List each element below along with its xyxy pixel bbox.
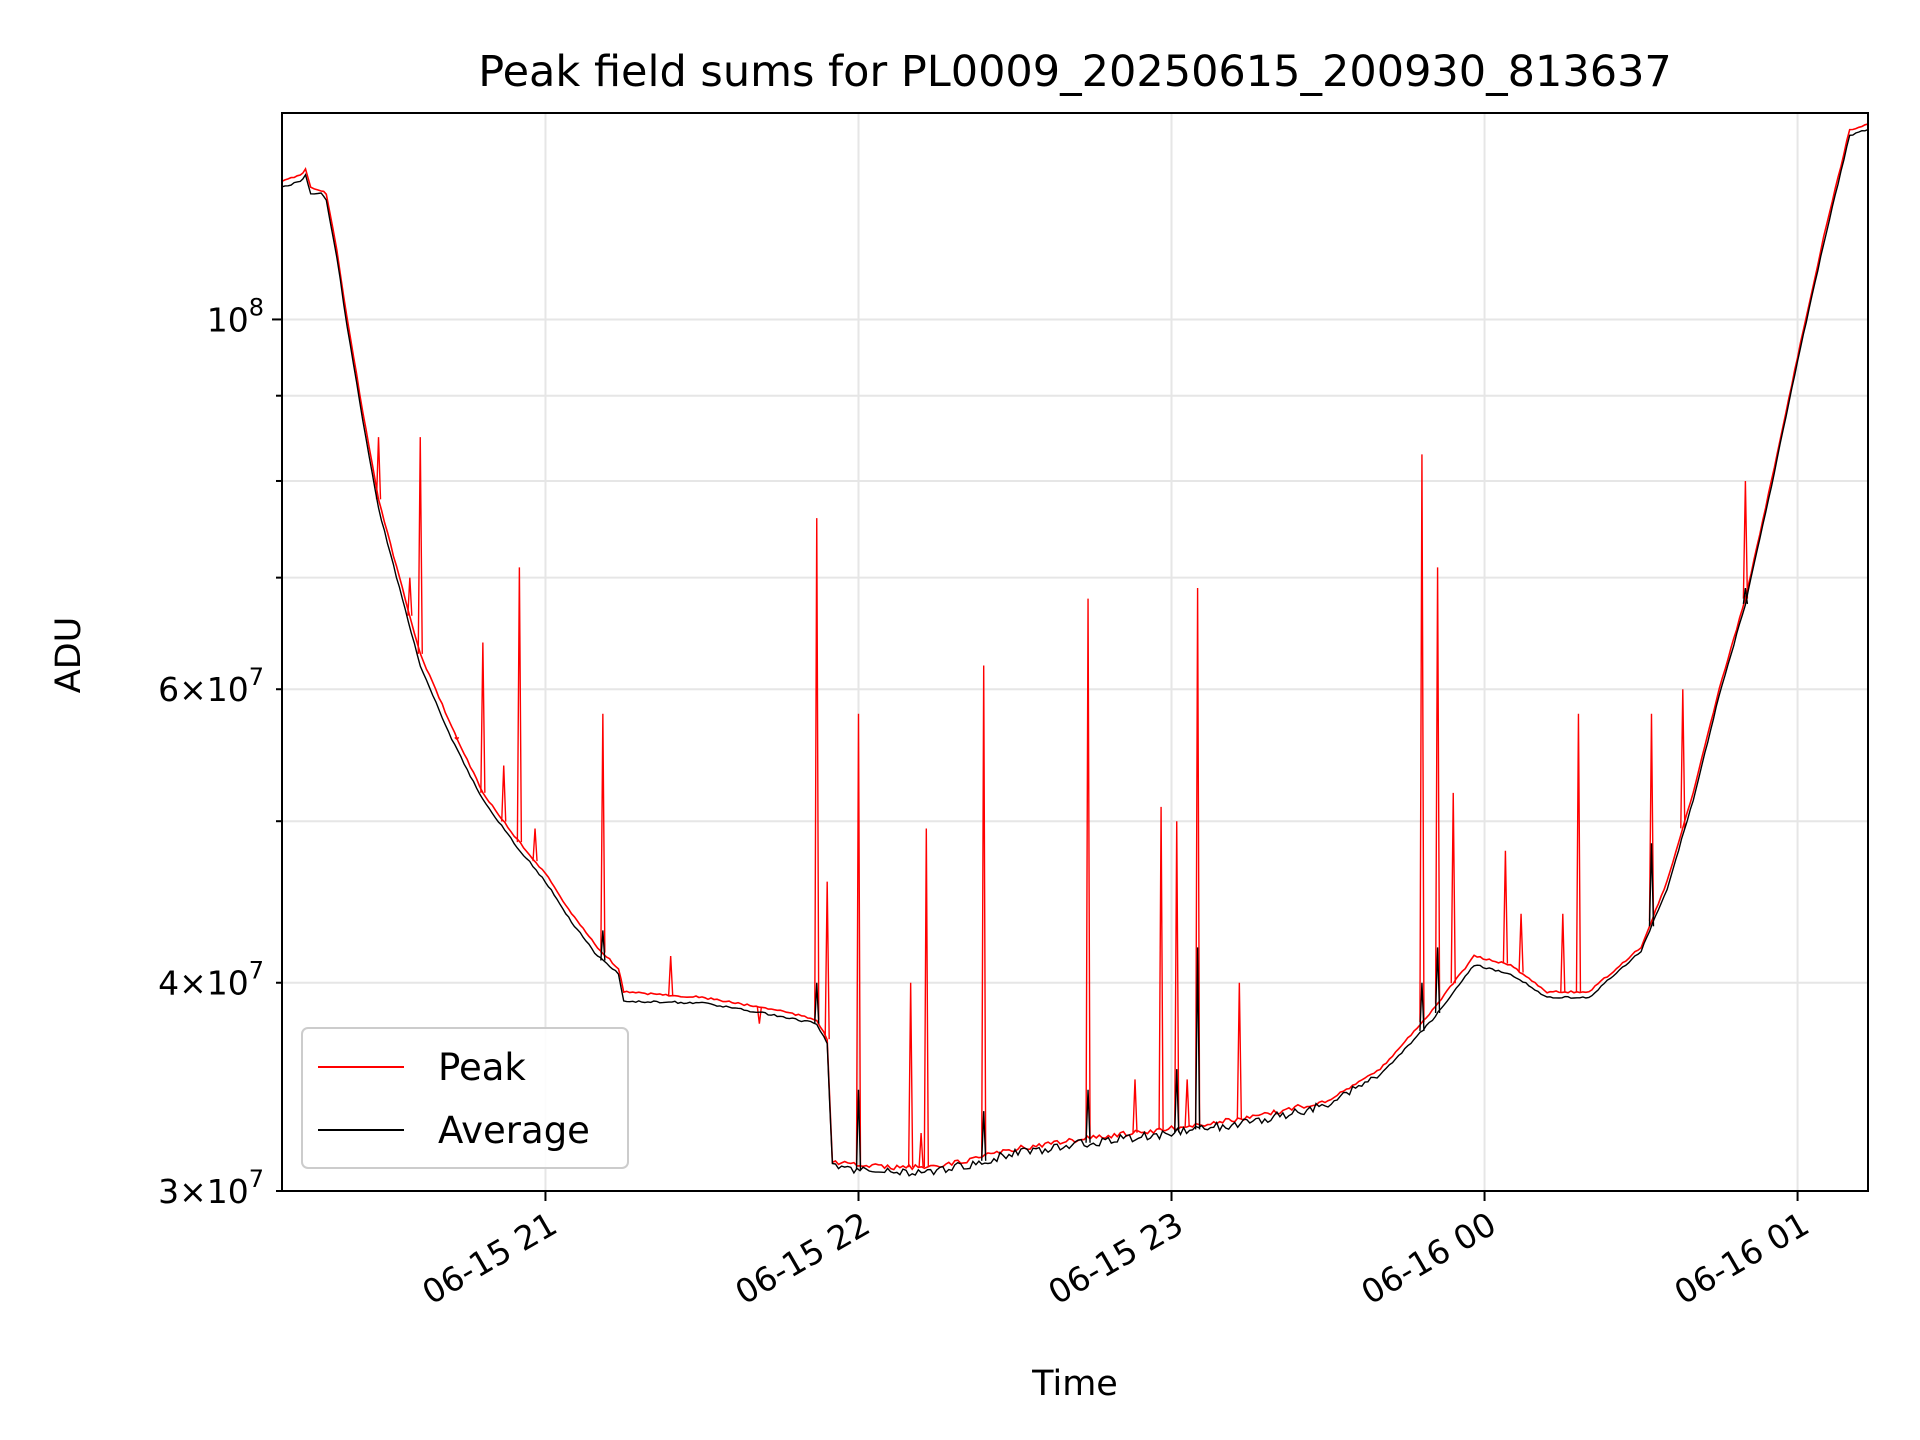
x-axis-label: Time <box>1031 1364 1118 1404</box>
spike-average <box>1194 947 1201 1130</box>
spike-average <box>1419 982 1425 1031</box>
spike-peak <box>417 437 423 654</box>
y-tick-label: 4×107 <box>158 957 264 1003</box>
spike-average <box>1648 843 1655 927</box>
spike-peak <box>1502 850 1509 964</box>
spike-peak <box>918 1133 924 1168</box>
spike-average <box>1434 947 1441 1014</box>
legend-label: Peak <box>438 1046 526 1089</box>
y-axis-label: ADU <box>49 617 89 694</box>
y-axis: 108 3×107 4×107 6×107 <box>158 293 282 1211</box>
series-line-average <box>282 128 1868 1177</box>
spike-peak <box>1518 913 1524 973</box>
spike-peak <box>407 577 413 616</box>
legend-box <box>301 1027 629 1169</box>
spike-peak <box>1680 689 1686 829</box>
y-tick-label: 3×107 <box>158 1165 264 1211</box>
spike-peak <box>855 713 862 1165</box>
spike-peak <box>1132 1079 1138 1133</box>
spike-average <box>1174 1069 1180 1133</box>
plot-area <box>282 123 1868 1177</box>
spike-peak <box>532 828 538 862</box>
spike-peak <box>814 518 820 1020</box>
spike-average <box>981 1111 987 1161</box>
spike-peak <box>1236 982 1243 1120</box>
spike-average <box>814 982 820 1024</box>
spike-peak <box>1184 1079 1190 1127</box>
spike-peak <box>907 982 914 1168</box>
y-tick-label: 6×107 <box>158 663 264 709</box>
spike-peak <box>501 765 507 822</box>
spike-peak <box>1742 480 1749 599</box>
spike-peak <box>1648 713 1655 922</box>
spike-average <box>1742 587 1749 605</box>
spike-peak <box>1174 821 1180 1128</box>
spike-peak <box>1450 792 1456 984</box>
legend-label: Average <box>438 1109 590 1152</box>
spike-peak <box>824 881 830 1040</box>
series-average <box>282 128 1868 1177</box>
spike-peak <box>667 956 674 996</box>
plot-frame <box>281 112 1869 1192</box>
legend: Peak Average <box>301 1027 629 1169</box>
spike-peak <box>923 828 930 1168</box>
spike-peak <box>1575 713 1582 992</box>
spike-peak <box>1194 588 1201 1125</box>
spike-peak <box>480 642 486 793</box>
spike-peak <box>600 713 606 953</box>
y-tick-label: 108 <box>207 293 264 339</box>
grid <box>282 113 1868 1192</box>
chart-title: Peak field sums for PL0009_20250615_2009… <box>478 47 1672 97</box>
spike-peak <box>981 665 987 1157</box>
spike-peak <box>1434 567 1441 1004</box>
spike-average <box>855 1089 862 1170</box>
spike-peak <box>454 736 460 741</box>
spike-peak <box>1158 806 1164 1130</box>
spike-peak <box>1085 598 1091 1139</box>
spike-average <box>1085 1089 1091 1143</box>
spike-average <box>600 930 606 961</box>
spike-peak <box>516 567 523 843</box>
spike-peak <box>1419 454 1425 1023</box>
spike-peak <box>375 437 382 500</box>
spike-peak <box>1560 913 1566 992</box>
